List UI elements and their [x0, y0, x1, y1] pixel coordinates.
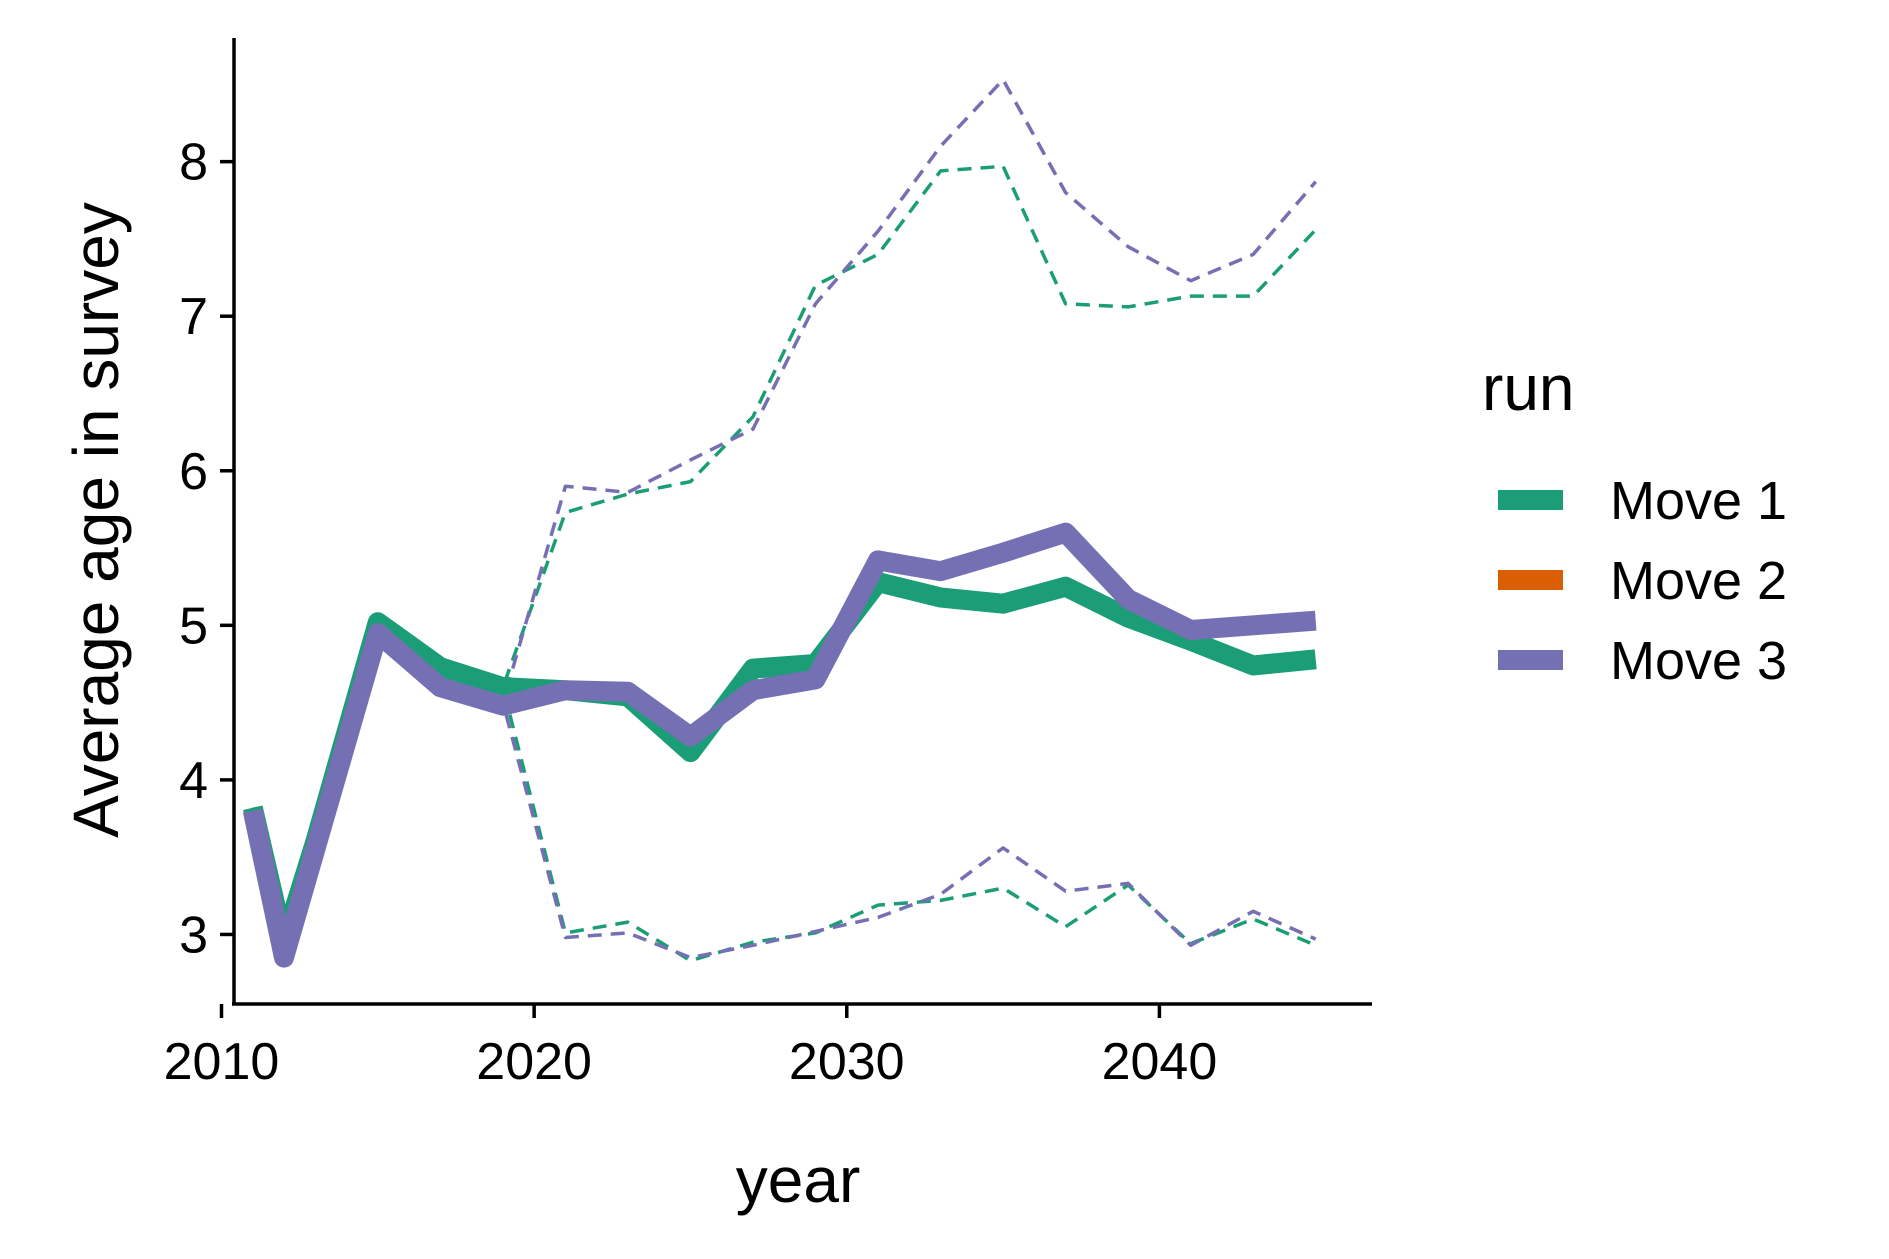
y-tick-label: 7 [179, 288, 208, 346]
legend-title: run [1482, 352, 1575, 424]
series-1-line [243, 572, 1317, 953]
axes [232, 38, 1372, 1006]
series-1-upper-band-line [251, 164, 1317, 944]
x-tick-label: 2030 [789, 1033, 905, 1091]
x-axis-title: year [736, 1144, 861, 1216]
x-tick-label: 2040 [1102, 1033, 1218, 1091]
band-lines [251, 77, 1318, 963]
legend-label-1: Move 1 [1610, 471, 1787, 531]
series-3-line [243, 522, 1317, 968]
x-tick-label: 2010 [164, 1033, 280, 1091]
ticks: 2010 2020 2030 2040 3 4 5 6 7 8 [164, 134, 1218, 1091]
legend-label-2: Move 2 [1610, 551, 1787, 611]
y-tick-label: 5 [179, 597, 208, 655]
y-tick-label: 3 [179, 906, 208, 964]
y-tick-label: 6 [179, 443, 208, 501]
y-tick-label: 4 [179, 752, 208, 810]
series-3-upper-band-line [251, 77, 1318, 960]
series-lines [243, 522, 1317, 968]
legend-label-3: Move 3 [1610, 631, 1787, 691]
legend: run Move 1 Move 2 Move 3 [1482, 352, 1787, 691]
y-axis-title: Average age in survey [60, 202, 132, 838]
x-tick-label: 2020 [476, 1033, 592, 1091]
y-tick-label: 8 [179, 134, 208, 192]
